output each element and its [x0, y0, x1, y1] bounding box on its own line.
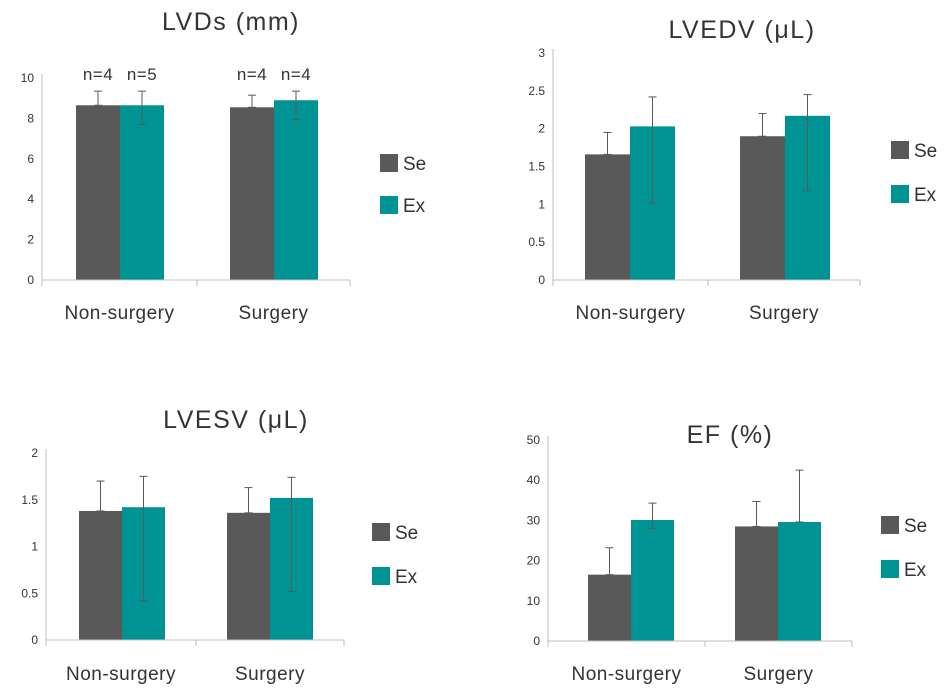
- bar-se-non-surgery: [588, 574, 631, 641]
- legend-label-ex: Ex: [395, 567, 418, 588]
- legend-swatch-ex: [380, 196, 398, 214]
- y-tick-label: 0: [27, 273, 34, 287]
- y-tick-label: 6: [27, 152, 34, 166]
- sample-size-label: n=4: [83, 65, 113, 84]
- chart-title: EF (%): [687, 421, 774, 449]
- chart-title: LVESV (μL): [163, 406, 309, 434]
- y-tick-label: 2: [538, 122, 545, 136]
- x-ticks: [45, 640, 345, 646]
- legend-label-ex: Ex: [403, 196, 426, 217]
- y-tick-label: 2.5: [528, 84, 545, 98]
- legend-swatch-ex: [891, 185, 909, 203]
- legend-label-se: Se: [395, 523, 418, 544]
- bar-se-surgery: [230, 107, 274, 280]
- y-tick-label: 20: [527, 554, 541, 568]
- panel-ef: EF (%) 0 10 20 30 40 50 Non-surgery Surgery S…: [527, 421, 928, 685]
- legend-swatch-se: [891, 141, 909, 159]
- y-tick-label: 1: [31, 540, 38, 554]
- legend-label-ex: Ex: [904, 560, 927, 581]
- category-label-surgery: Surgery: [743, 664, 813, 685]
- y-tick-label: 0: [538, 273, 545, 287]
- legend-label-se: Se: [914, 141, 937, 162]
- bars: [79, 475, 313, 640]
- bars: [588, 469, 821, 641]
- category-label-non-surgery: Non-surgery: [66, 664, 176, 685]
- legend-swatch-se: [372, 523, 390, 541]
- y-tick-label: 4: [27, 192, 34, 206]
- y-tick-label: 1: [538, 197, 545, 211]
- y-tick-label: 8: [27, 111, 34, 125]
- bar-ex-surgery: [274, 100, 318, 280]
- x-ticks: [552, 280, 861, 286]
- y-tick-label: 0: [533, 634, 540, 648]
- y-tick-label: 10: [21, 71, 35, 85]
- legend-label-ex: Ex: [914, 185, 937, 206]
- legend-swatch-ex: [372, 567, 390, 585]
- y-tick-label: 10: [527, 594, 541, 608]
- category-label-non-surgery: Non-surgery: [575, 303, 685, 324]
- panel-lvesv: LVESV (μL) 0 0.5 1 1.5 2 Non-surgery Surgery…: [21, 406, 418, 685]
- bar-ex-surgery: [778, 522, 821, 641]
- legend-label-se: Se: [403, 154, 426, 175]
- bar-se-surgery: [735, 526, 778, 641]
- y-tick-label: 3: [538, 46, 545, 60]
- category-label-non-surgery: Non-surgery: [571, 664, 681, 685]
- bar-se-non-surgery: [76, 105, 120, 281]
- chart-title: LVEDV (μL): [668, 16, 815, 44]
- panel-lvds: LVDs (mm) 0 2 4 6 8 10 n=4 n=5 n=4 n=4 Non-surge…: [21, 8, 427, 324]
- y-tick-label: 40: [527, 473, 541, 487]
- y-ticks: 0 10 20 30 40 50: [527, 433, 541, 648]
- annotations: n=4 n=5 n=4 n=4: [83, 65, 311, 84]
- sample-size-label: n=5: [127, 65, 157, 84]
- category-label-surgery: Surgery: [235, 664, 305, 685]
- y-tick-label: 1.5: [21, 493, 38, 507]
- bars: [585, 94, 830, 280]
- bar-ex-non-surgery: [120, 105, 164, 281]
- y-tick-label: 0.5: [528, 235, 545, 249]
- y-ticks: 0 0.5 1 1.5 2: [21, 446, 38, 647]
- bar-se-surgery: [740, 136, 785, 280]
- legend-swatch-se: [380, 154, 398, 172]
- chart-title: LVDs (mm): [162, 8, 300, 36]
- bar-ex-non-surgery: [631, 519, 674, 641]
- bar-se-non-surgery: [585, 154, 630, 280]
- x-ticks: [41, 280, 351, 286]
- bars: [76, 90, 318, 281]
- legend-swatch-ex: [881, 560, 899, 578]
- y-tick-label: 2: [31, 446, 38, 460]
- bar-se-non-surgery: [79, 510, 122, 640]
- y-tick-label: 0.5: [21, 586, 38, 600]
- legend-label-se: Se: [904, 516, 927, 537]
- panel-lvedv: LVEDV (μL) 0 0.5 1 1.5 2 2.5 3 Non-surgery Sur…: [528, 16, 937, 324]
- y-tick-label: 1.5: [528, 160, 545, 174]
- legend-swatch-se: [881, 516, 899, 534]
- sample-size-label: n=4: [237, 65, 267, 84]
- y-ticks: 0 2 4 6 8 10: [21, 71, 35, 287]
- category-label-surgery: Surgery: [749, 303, 819, 324]
- category-label-non-surgery: Non-surgery: [64, 303, 174, 324]
- x-ticks: [547, 641, 853, 647]
- bar-se-surgery: [227, 512, 270, 640]
- sample-size-label: n=4: [281, 65, 311, 84]
- category-label-surgery: Surgery: [238, 303, 308, 324]
- y-tick-label: 2: [27, 233, 34, 247]
- y-tick-label: 30: [527, 513, 541, 527]
- y-tick-label: 0: [31, 633, 38, 647]
- y-ticks: 0 0.5 1 1.5 2 2.5 3: [528, 46, 545, 287]
- y-tick-label: 50: [527, 433, 541, 447]
